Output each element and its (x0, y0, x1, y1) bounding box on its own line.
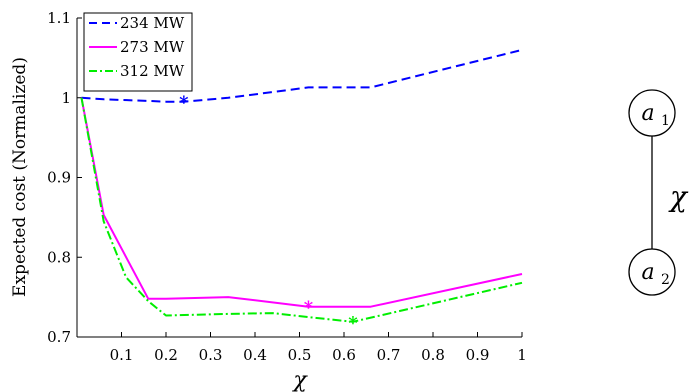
x-tick-label: 0.6 (332, 346, 356, 364)
y-axis-label: Expected cost (Normalized) (10, 57, 30, 297)
x-tick-label: 0.2 (154, 346, 178, 364)
y-tick-label: 1.1 (47, 9, 71, 27)
y-tick-label: 0.7 (47, 328, 71, 346)
x-tick-label: 0.5 (288, 346, 312, 364)
x-tick-label: 0.1 (110, 346, 134, 364)
legend-label-273: 273 MW (120, 38, 185, 56)
node-a2-label: a (641, 260, 654, 285)
x-axis-label: χ (291, 368, 308, 392)
legend-box (83, 12, 193, 92)
x-tick-label: 0.9 (466, 346, 490, 364)
legend-label-234: 234 MW (120, 14, 185, 32)
node-a2 (628, 248, 676, 296)
series-min-marker-1: * (304, 298, 314, 319)
series-min-marker-2: * (348, 313, 358, 334)
y-tick-label: 1 (61, 89, 71, 107)
x-tick-label: 0.4 (243, 346, 267, 364)
x-tick-label: 0.3 (199, 346, 223, 364)
legend-label-312: 312 MW (120, 62, 185, 80)
x-tick-label: 1 (517, 346, 527, 364)
y-tick-label: 0.9 (47, 169, 71, 187)
series-min-marker-0: * (179, 93, 189, 114)
y-tick-label: 0.8 (47, 248, 71, 266)
series-line-0 (81, 48, 523, 103)
series-line-2 (80, 97, 523, 323)
node-a1 (628, 89, 676, 137)
series-line-1 (80, 97, 523, 308)
edge-label: χ (668, 180, 689, 213)
node-a1-label: a (641, 101, 654, 126)
x-tick-label: 0.8 (421, 346, 445, 364)
node-a2-subscript: 2 (661, 272, 670, 288)
x-tick-label: 0.7 (377, 346, 401, 364)
node-a1-subscript: 1 (661, 113, 670, 129)
legend: 234 MW 273 MW 312 MW (83, 12, 193, 92)
diagram: a 1 a 2 χ (628, 89, 689, 296)
